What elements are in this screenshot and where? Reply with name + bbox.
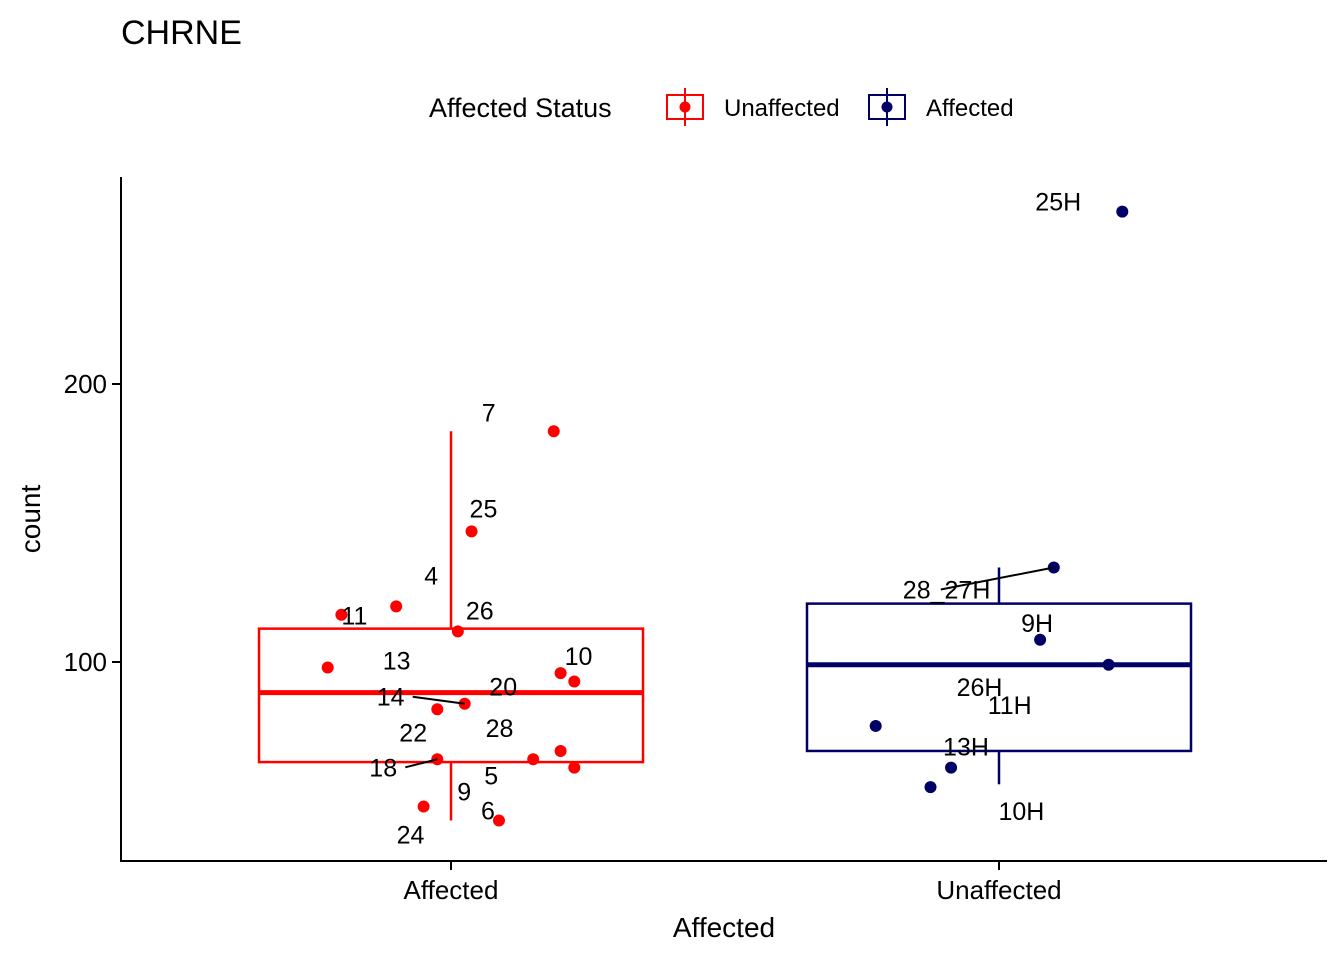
legend-key-unaffected — [666, 88, 704, 126]
data-point — [431, 703, 444, 716]
data-point — [527, 753, 540, 766]
data-point-group: 24 — [397, 800, 430, 850]
box-affected — [257, 431, 645, 821]
data-point-group: 22 — [399, 703, 444, 747]
data-point-group: 5 — [484, 753, 540, 790]
data-point-group: 18 — [369, 753, 444, 782]
data-point — [1116, 205, 1129, 218]
y-tick-label: 200 — [64, 369, 107, 399]
data-point — [451, 625, 464, 638]
x-axis-title: Affected — [673, 912, 775, 943]
data-point — [1034, 633, 1047, 646]
chart-title: CHRNE — [121, 14, 242, 52]
data-point-group: 9H — [1021, 610, 1053, 646]
data-point-group: 10 — [554, 643, 593, 680]
data-point-label: 13 — [383, 648, 411, 676]
data-point-label: 11 — [341, 603, 367, 631]
data-point-label: 26H — [957, 674, 1003, 702]
data-point — [924, 781, 937, 794]
legend-key-affected — [868, 88, 906, 126]
data-point-label: 25H — [1035, 189, 1081, 217]
data-point-group: 11H — [869, 692, 1032, 732]
data-point-group: 13H — [943, 734, 989, 774]
box-body — [805, 602, 1193, 753]
data-point — [547, 425, 560, 438]
data-point-label: 18 — [369, 754, 397, 782]
data-point-label: 11H — [988, 692, 1032, 720]
data-point-label: 28 — [486, 715, 514, 743]
data-point-group: 10H — [924, 781, 1045, 826]
data-point-group: 7 — [482, 399, 560, 438]
data-point-group: 26H — [957, 658, 1115, 702]
data-point-group: 25H — [1035, 189, 1129, 218]
data-point-label: 22 — [399, 719, 427, 747]
data-point-label: 9H — [1021, 610, 1053, 638]
data-point-group: 14 — [377, 684, 471, 712]
data-point — [465, 525, 478, 538]
data-point-group: 11 — [335, 603, 367, 631]
box-unaffected — [805, 567, 1193, 785]
data-point-label: 10 — [565, 643, 593, 671]
data-point-group: 26 — [451, 597, 494, 638]
data-point-group: 6 — [481, 797, 505, 827]
data-point-label: 10H — [999, 798, 1045, 826]
x-tick-label: Affected — [404, 875, 499, 905]
data-point-label: 5 — [484, 762, 498, 790]
data-point — [568, 761, 581, 774]
x-tick-label: Unaffected — [936, 875, 1061, 905]
data-point-label: 28_27H — [903, 576, 991, 604]
data-point — [554, 667, 567, 680]
label-leader-line — [405, 758, 438, 769]
data-point — [321, 661, 334, 674]
data-point-label: 7 — [482, 399, 496, 427]
data-point — [1102, 658, 1115, 671]
data-point-label: 26 — [466, 597, 494, 625]
data-point — [869, 719, 882, 732]
data-point-label: 6 — [481, 797, 495, 825]
data-point-group: 28 — [486, 715, 567, 757]
data-point — [568, 675, 581, 688]
data-point-label: 9 — [457, 779, 471, 807]
data-point — [945, 761, 958, 774]
data-point-group: 13 — [321, 648, 411, 676]
data-point-label: 14 — [377, 684, 405, 712]
data-point — [554, 744, 567, 757]
y-axis-title: count — [15, 485, 46, 554]
data-point — [417, 800, 430, 813]
box-body — [257, 627, 645, 764]
label-leader-line — [412, 695, 465, 705]
label-leader-line — [940, 566, 1054, 591]
data-point — [335, 608, 348, 621]
data-point-group: 28_27H — [903, 561, 1060, 604]
legend-label-unaffected: Unaffected — [724, 95, 840, 122]
data-point-label: 4 — [424, 562, 438, 590]
data-point-group: 4 — [390, 562, 438, 613]
legend-label-affected: Affected — [926, 95, 1014, 122]
data-point — [492, 814, 505, 827]
data-point-group: 9 — [457, 761, 581, 807]
data-point-label: 24 — [397, 822, 425, 850]
data-point-group: 20 — [489, 673, 581, 701]
data-point — [390, 600, 403, 613]
data-point-group: 25 — [465, 495, 498, 538]
data-point-label: 25 — [470, 495, 498, 523]
y-tick-label: 100 — [64, 647, 107, 677]
legend-title: Affected Status — [429, 93, 612, 123]
data-point-label: 13H — [943, 734, 989, 762]
data-point-label: 20 — [489, 673, 517, 701]
